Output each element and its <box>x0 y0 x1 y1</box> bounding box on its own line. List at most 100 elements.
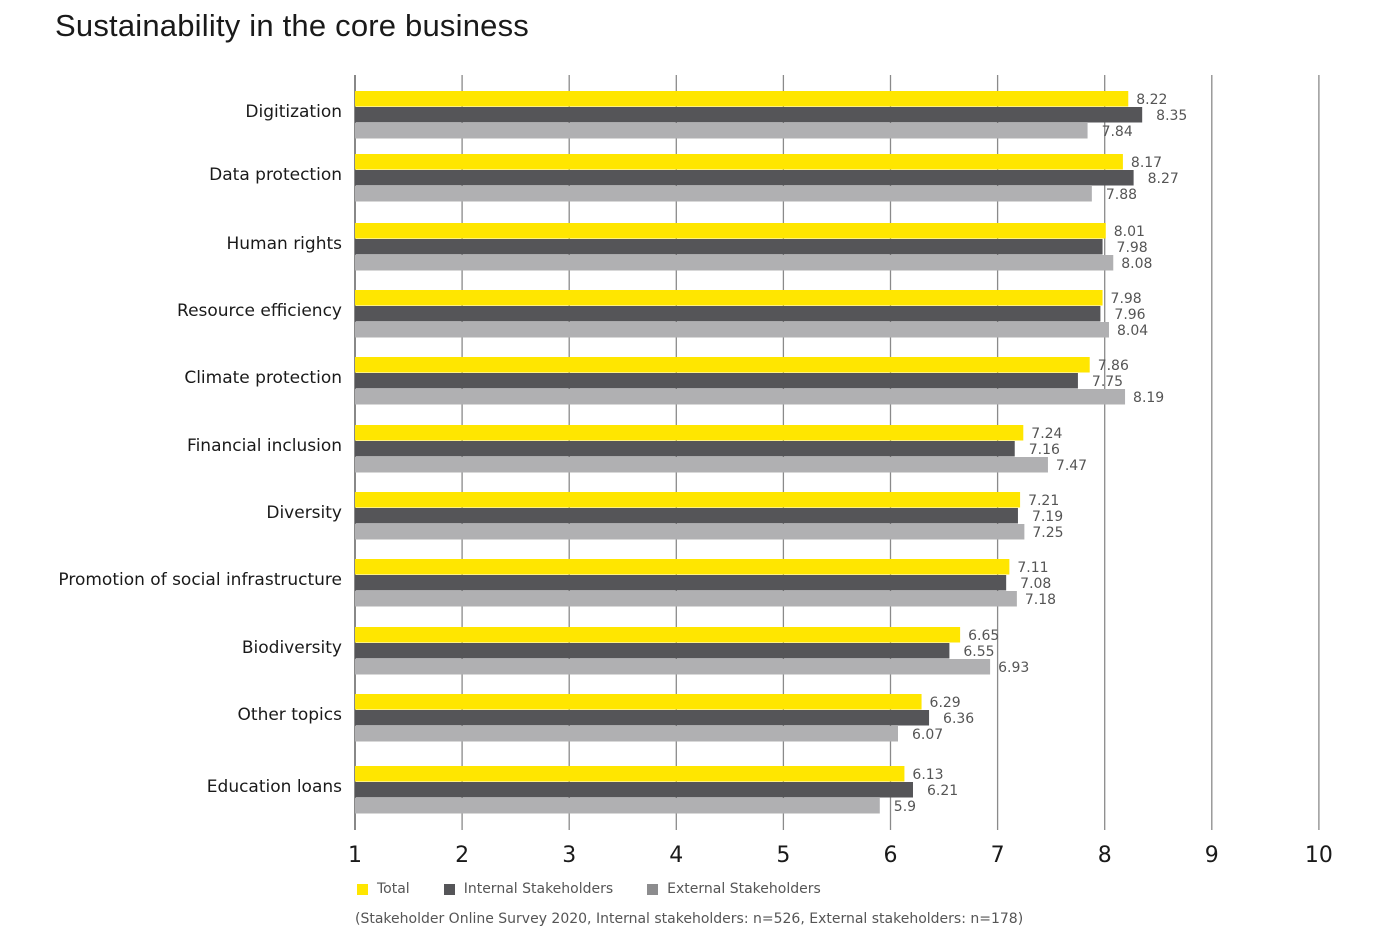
bar-total <box>355 559 1010 575</box>
legend-swatch-total <box>357 883 368 895</box>
value-label: 7.18 <box>1025 592 1056 608</box>
value-label: 7.47 <box>1056 458 1087 474</box>
category-label: Other topics <box>238 705 343 725</box>
value-label: 6.07 <box>912 727 943 743</box>
bar-total <box>355 290 1103 306</box>
value-label: 7.11 <box>1017 560 1048 576</box>
value-label: 7.19 <box>1032 509 1063 525</box>
bar-total <box>355 492 1021 508</box>
x-tick-label: 3 <box>562 843 576 868</box>
legend-swatch-external <box>647 883 659 895</box>
bar-total <box>355 627 961 643</box>
value-label: 7.08 <box>1020 576 1051 592</box>
value-label: 6.65 <box>968 628 999 644</box>
value-label: 7.98 <box>1117 240 1148 256</box>
bar-external-stakeholders <box>355 659 991 675</box>
value-label: 7.88 <box>1106 187 1137 203</box>
category-label: Digitization <box>245 102 342 122</box>
bar-external-stakeholders <box>355 186 1092 202</box>
bar-external-stakeholders <box>355 726 898 742</box>
bar-total <box>355 223 1106 239</box>
bar-external-stakeholders <box>355 457 1048 473</box>
value-label: 8.35 <box>1156 108 1187 124</box>
bar-total <box>355 694 922 710</box>
bar-external-stakeholders <box>355 524 1025 540</box>
legend-label-total: Total <box>377 881 410 897</box>
value-label: 6.93 <box>998 660 1029 676</box>
x-tick-label: 4 <box>669 843 683 868</box>
bar-internal-stakeholders <box>355 782 913 798</box>
legend-item-total: Total <box>357 881 410 897</box>
bar-internal-stakeholders <box>355 107 1143 123</box>
x-tick-label: 5 <box>776 843 790 868</box>
category-label: Financial inclusion <box>187 436 342 456</box>
bar-internal-stakeholders <box>355 575 1007 591</box>
value-label: 7.86 <box>1098 358 1129 374</box>
value-label: 6.55 <box>963 644 994 660</box>
x-tick-label: 6 <box>884 843 898 868</box>
bar-external-stakeholders <box>355 123 1088 139</box>
x-tick-label: 2 <box>455 843 469 868</box>
bar-internal-stakeholders <box>355 508 1018 524</box>
bar-total <box>355 766 905 782</box>
bar-total <box>355 357 1090 373</box>
category-label: Biodiversity <box>242 638 342 658</box>
chart-title: Sustainability in the core business <box>55 8 529 43</box>
bar-internal-stakeholders <box>355 170 1134 186</box>
x-tick-label: 7 <box>991 843 1005 868</box>
x-tick-label: 8 <box>1098 843 1112 868</box>
x-tick-label: 10 <box>1305 843 1333 868</box>
legend-label-internal: Internal Stakeholders <box>463 881 614 897</box>
x-tick-label: 1 <box>348 843 362 868</box>
bar-total <box>355 91 1129 107</box>
value-labels: 8.228.357.848.178.277.888.017.988.087.98… <box>894 92 1188 815</box>
category-label: Human rights <box>226 234 342 254</box>
legend-item-external: External Stakeholders <box>647 881 821 897</box>
bar-external-stakeholders <box>355 798 880 814</box>
bar-internal-stakeholders <box>355 710 930 726</box>
bars <box>355 91 1143 814</box>
bar-internal-stakeholders <box>355 441 1015 457</box>
category-label: Resource efficiency <box>177 301 342 321</box>
value-label: 6.13 <box>912 767 943 783</box>
bar-external-stakeholders <box>355 591 1017 607</box>
category-labels: Digitization Data protection Human rights R… <box>58 102 342 797</box>
value-label: 8.19 <box>1133 390 1164 406</box>
value-label: 5.9 <box>894 799 916 815</box>
legend-label-external: External Stakeholders <box>667 881 821 897</box>
value-label: 8.27 <box>1148 171 1179 187</box>
value-label: 6.21 <box>927 783 958 799</box>
value-label: 7.96 <box>1114 307 1145 323</box>
value-label: 7.24 <box>1031 426 1062 442</box>
x-tick-label: 9 <box>1205 843 1219 868</box>
value-label: 7.21 <box>1028 493 1059 509</box>
value-label: 6.29 <box>930 695 961 711</box>
bar-external-stakeholders <box>355 389 1126 405</box>
legend-swatch-internal <box>443 883 455 895</box>
bar-external-stakeholders <box>355 255 1114 271</box>
category-label: Promotion of social infrastructure <box>58 570 342 590</box>
value-label: 8.04 <box>1117 323 1148 339</box>
bar-external-stakeholders <box>355 322 1109 338</box>
value-label: 6.36 <box>943 711 974 727</box>
category-label: Data protection <box>209 165 342 185</box>
value-label: 8.08 <box>1121 256 1152 272</box>
bar-internal-stakeholders <box>355 306 1101 322</box>
value-label: 8.17 <box>1131 155 1162 171</box>
value-label: 7.98 <box>1111 291 1142 307</box>
value-label: 8.22 <box>1136 92 1167 108</box>
category-label: Education loans <box>207 777 342 797</box>
category-label: Diversity <box>266 503 342 523</box>
value-label: 7.16 <box>1029 442 1060 458</box>
category-label: Climate protection <box>184 368 342 388</box>
legend: Total Internal Stakeholders External Sta… <box>357 881 855 897</box>
x-axis-ticks: 1 2 3 4 5 6 7 8 9 10 <box>348 843 1333 868</box>
value-label: 7.75 <box>1092 374 1123 390</box>
legend-item-internal: Internal Stakeholders <box>443 881 614 897</box>
value-label: 7.84 <box>1102 124 1133 140</box>
bar-internal-stakeholders <box>355 373 1078 389</box>
footnote: (Stakeholder Online Survey 2020, Interna… <box>355 911 1024 927</box>
bar-internal-stakeholders <box>355 643 950 659</box>
bar-internal-stakeholders <box>355 239 1103 255</box>
